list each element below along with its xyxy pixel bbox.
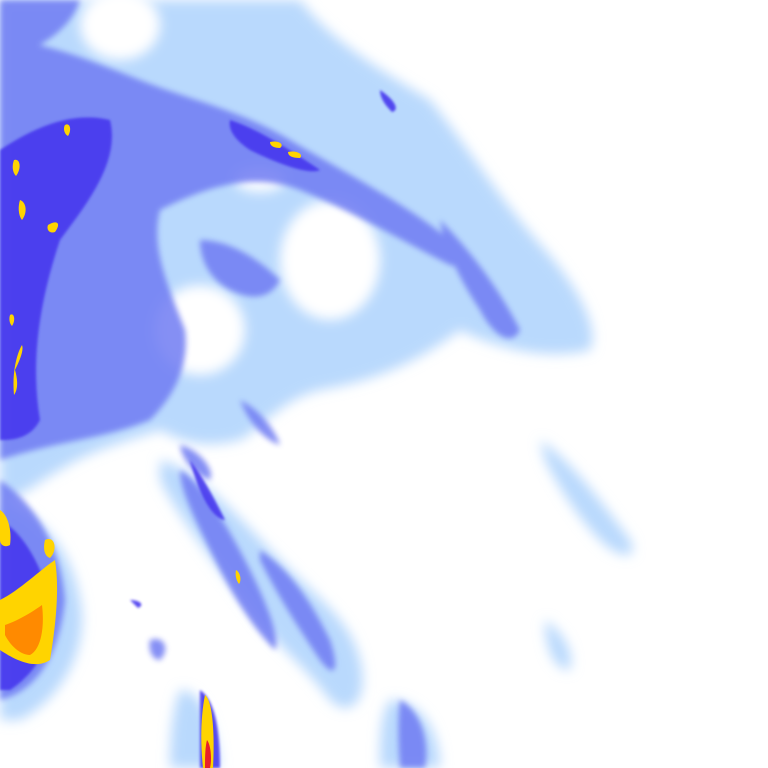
- severe-cell: [205, 740, 211, 768]
- intense-cell: [12, 159, 20, 176]
- intense-cell: [201, 695, 214, 768]
- intense-cell: [288, 151, 302, 158]
- extreme-cell: [5, 605, 43, 655]
- intense-cell: [0, 510, 11, 547]
- intense-cell: [44, 539, 55, 558]
- intense-cell: [235, 570, 241, 584]
- intense-cell: [270, 141, 282, 148]
- intense-precipitation-cells: [0, 124, 302, 768]
- intense-cell: [18, 200, 26, 220]
- intense-cell: [13, 345, 23, 395]
- intense-cell: [9, 314, 15, 326]
- intense-cell: [47, 222, 59, 233]
- intense-cell: [64, 124, 71, 136]
